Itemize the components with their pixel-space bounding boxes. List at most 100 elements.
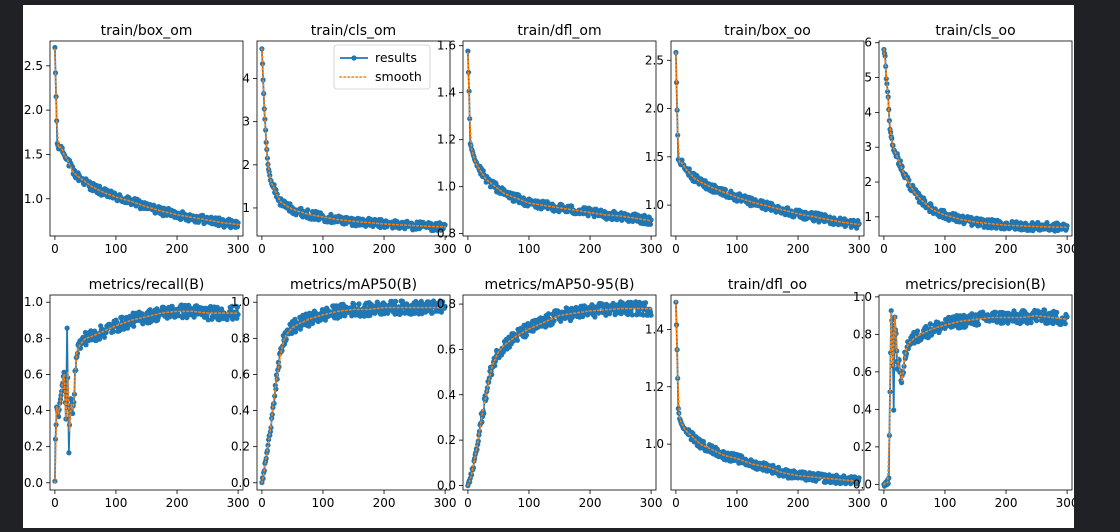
axes-frame: [256, 40, 451, 237]
results-marker: [328, 211, 334, 217]
y-tick-label: 0.6: [853, 365, 872, 379]
x-tick-label: 200: [787, 496, 810, 510]
x-tick-label: 200: [787, 242, 810, 256]
x-tick-label: 100: [312, 496, 335, 510]
results-marker: [58, 392, 64, 398]
subplot-title: train/dfl_om: [517, 23, 601, 39]
results-marker: [592, 314, 598, 320]
smooth-line: [675, 51, 860, 226]
results-marker: [1054, 309, 1060, 315]
x-tick-label: 100: [934, 496, 957, 510]
x-tick-label: 0: [464, 496, 472, 510]
results-line: [675, 302, 860, 485]
smooth-line: [54, 310, 239, 484]
y-tick-label: 1.2: [437, 133, 456, 147]
x-tick-label: 0: [258, 242, 266, 256]
y-tick-label: 0.2: [231, 440, 250, 454]
legend-results-label: results: [375, 50, 417, 65]
results-marker: [430, 298, 437, 304]
results-marker: [103, 329, 109, 336]
results-marker: [465, 48, 471, 54]
legend-box: [333, 44, 431, 90]
results-marker: [675, 405, 681, 412]
subplot-map50: metrics/mAP50(B) 0 100 200 300 0.0 0.2 0.4 0.6 0.…: [231, 277, 457, 510]
results-marker: [1062, 321, 1068, 327]
subplot-title: train/cls_om: [311, 23, 396, 39]
results-marker: [884, 81, 890, 87]
results-marker: [648, 217, 654, 223]
results-marker: [125, 325, 131, 331]
x-tick-label: 200: [373, 496, 396, 510]
y-tick-label: 0.8: [853, 327, 872, 341]
results-marker: [976, 321, 982, 328]
results-marker: [64, 325, 70, 331]
x-tick-label: 0: [464, 242, 472, 256]
axes-frame: [49, 294, 244, 491]
legend-smooth-label: smooth: [375, 69, 422, 84]
y-tick-label: 4: [864, 105, 872, 119]
results-marker: [283, 336, 289, 342]
results-marker: [306, 323, 312, 329]
x-tick-label: 0: [672, 496, 680, 510]
y-tick-label: 1.0: [24, 295, 43, 309]
y-tick-label: 0.6: [24, 367, 43, 381]
results-marker: [739, 453, 745, 459]
y-tick-label: 0.8: [24, 331, 43, 345]
results-marker: [351, 301, 357, 308]
smooth-line: [883, 311, 1068, 486]
x-tick-label: 300: [1056, 242, 1074, 256]
results-marker: [927, 321, 933, 327]
y-tick-label: 0.2: [24, 440, 43, 454]
results-marker: [514, 337, 520, 343]
results-marker: [56, 414, 62, 420]
results-series: [881, 307, 1070, 489]
results-marker: [82, 329, 88, 336]
y-tick-label: 0.0: [853, 477, 872, 491]
results-marker: [96, 336, 103, 342]
results-marker: [885, 89, 891, 95]
axes-frame: [462, 294, 657, 491]
subplot-cls_om: train/cls_om 0 100 200 300 1 2 3 4 results smooth: [242, 23, 456, 256]
results-series: [881, 46, 1070, 234]
results-line: [467, 51, 652, 226]
y-tick-label: 1.6: [437, 39, 456, 53]
x-tick-label: 200: [579, 242, 602, 256]
y-tick-label: 0.8: [437, 297, 456, 311]
x-tick-label: 300: [227, 242, 250, 256]
results-marker: [234, 224, 241, 230]
smooth-line: [883, 48, 1068, 229]
x-tick-label: 300: [1056, 496, 1074, 510]
x-tick-label: 0: [51, 242, 59, 256]
results-marker: [374, 299, 380, 305]
x-tick-label: 300: [848, 496, 871, 510]
y-tick-label: 0.4: [24, 404, 43, 418]
results-marker: [816, 219, 822, 225]
results-series: [52, 44, 241, 231]
results-marker: [224, 317, 230, 323]
subplot-title: metrics/precision(B): [905, 277, 1046, 293]
results-marker: [101, 334, 107, 340]
x-tick-label: 100: [518, 496, 541, 510]
results-marker: [647, 221, 654, 227]
subplot-box_oo: train/box_oo 0 100 200 300 1.0 1.5 2.0 2.5: [645, 23, 871, 256]
y-tick-label: 1: [242, 201, 250, 215]
results-marker: [993, 225, 999, 231]
results-series: [673, 299, 862, 487]
y-tick-label: 2.0: [24, 103, 43, 117]
y-tick-label: 0.2: [853, 440, 872, 454]
y-tick-label: 2.5: [645, 53, 664, 67]
y-tick-label: 4: [242, 72, 250, 86]
x-tick-label: 100: [726, 496, 749, 510]
x-tick-label: 300: [227, 496, 250, 510]
subplot-title: train/box_oo: [724, 23, 811, 39]
x-tick-label: 100: [105, 496, 128, 510]
x-tick-label: 200: [166, 242, 189, 256]
y-tick-label: 0.2: [437, 433, 456, 447]
results-marker: [66, 450, 72, 456]
results-marker: [191, 314, 197, 320]
x-tick-label: 300: [848, 242, 871, 256]
x-tick-label: 0: [880, 242, 888, 256]
results-marker: [1064, 314, 1070, 320]
results-marker: [305, 207, 311, 213]
